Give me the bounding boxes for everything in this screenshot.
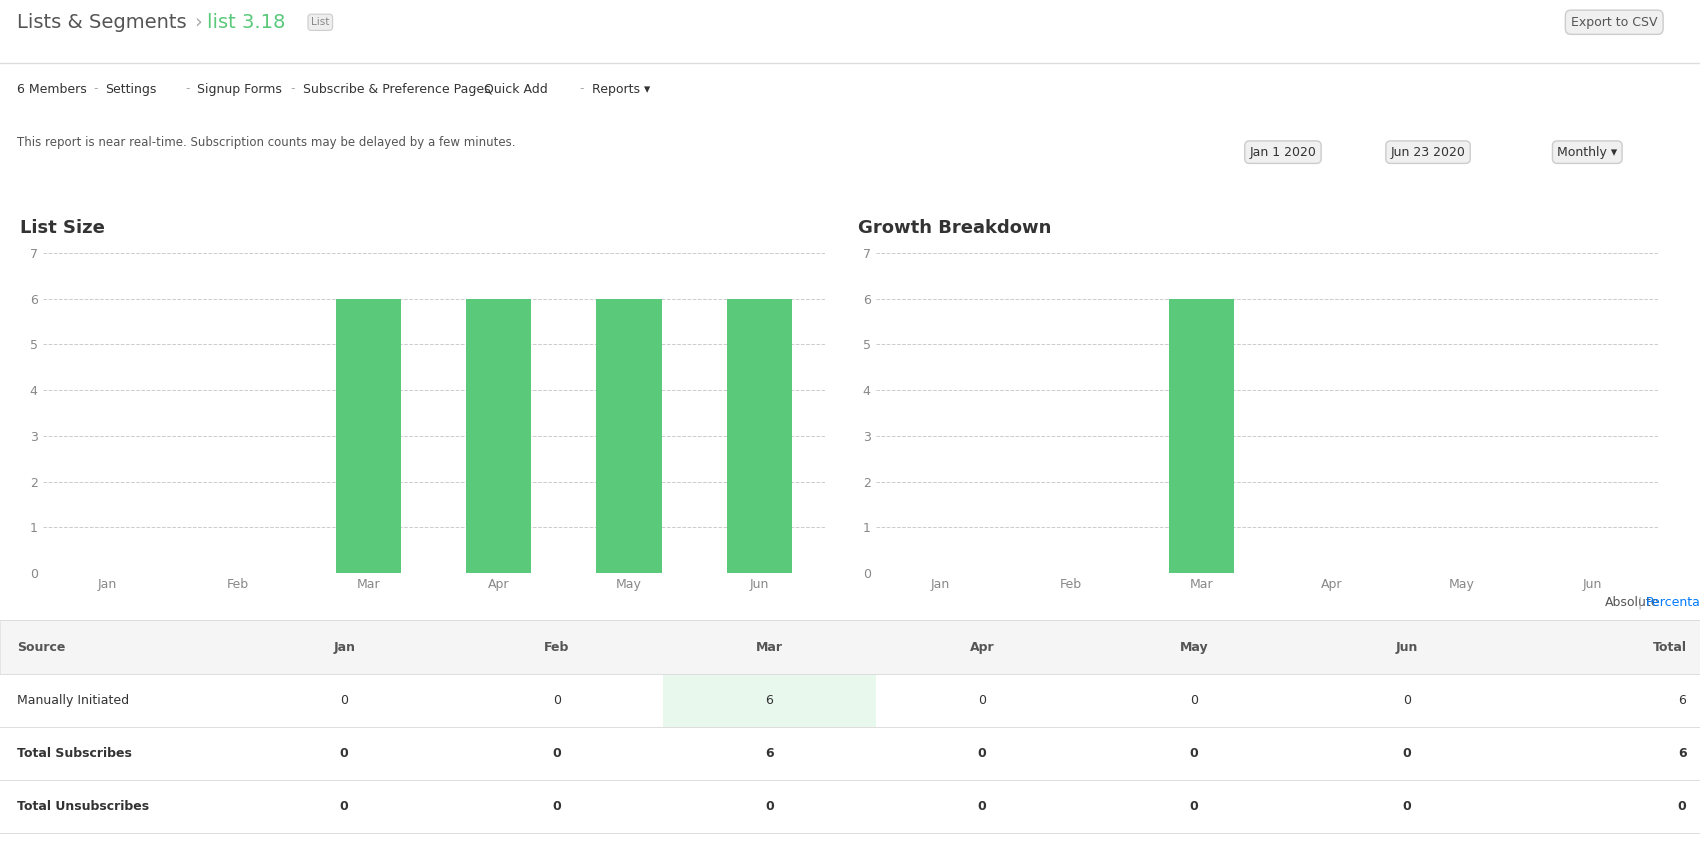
Text: This report is near real-time. Subscription counts may be delayed by a few minut: This report is near real-time. Subscript… xyxy=(17,137,515,149)
Text: List: List xyxy=(311,17,330,27)
Text: 0: 0 xyxy=(977,800,986,813)
Text: -: - xyxy=(185,83,190,95)
Bar xyxy=(0,620,1700,674)
Text: -: - xyxy=(291,83,296,95)
Text: 0: 0 xyxy=(1402,800,1411,813)
Text: Settings: Settings xyxy=(105,83,156,95)
Text: 0: 0 xyxy=(977,747,986,760)
Text: 0: 0 xyxy=(340,747,348,760)
Text: Growth Breakdown: Growth Breakdown xyxy=(858,218,1052,237)
Text: 0: 0 xyxy=(1190,694,1198,706)
Text: Total: Total xyxy=(1652,641,1686,653)
Text: Jan: Jan xyxy=(333,641,355,653)
Text: 6: 6 xyxy=(1678,694,1686,706)
Bar xyxy=(1170,298,1234,573)
Text: Quick Add: Quick Add xyxy=(484,83,547,95)
Text: Source: Source xyxy=(17,641,65,653)
Text: 0: 0 xyxy=(552,694,561,706)
Text: 0: 0 xyxy=(1190,800,1198,813)
Text: -: - xyxy=(94,83,99,95)
Bar xyxy=(0,674,1700,727)
Text: list 3.18: list 3.18 xyxy=(207,13,286,32)
Text: Jun: Jun xyxy=(1396,641,1418,653)
Text: Reports ▾: Reports ▾ xyxy=(592,83,649,95)
Text: Lists & Segments: Lists & Segments xyxy=(17,13,187,32)
Bar xyxy=(597,298,661,573)
Text: Jan 1 2020: Jan 1 2020 xyxy=(1250,146,1316,158)
Text: 6: 6 xyxy=(765,747,774,760)
Text: 0: 0 xyxy=(765,800,774,813)
Text: Monthly ▾: Monthly ▾ xyxy=(1557,146,1617,158)
Text: 6 Members: 6 Members xyxy=(17,83,87,95)
Text: 0: 0 xyxy=(552,747,561,760)
Text: Mar: Mar xyxy=(756,641,782,653)
Text: Feb: Feb xyxy=(544,641,570,653)
Bar xyxy=(663,674,876,727)
Text: 6: 6 xyxy=(765,694,774,706)
Text: Absolute: Absolute xyxy=(1605,597,1659,609)
Bar xyxy=(0,780,1700,833)
Text: 0: 0 xyxy=(340,800,348,813)
Text: 0: 0 xyxy=(1402,694,1411,706)
Text: 0: 0 xyxy=(1190,747,1198,760)
Text: 0: 0 xyxy=(1678,800,1686,813)
Text: List Size: List Size xyxy=(20,218,105,237)
Text: 0: 0 xyxy=(977,694,986,706)
Text: Subscribe & Preference Pages: Subscribe & Preference Pages xyxy=(303,83,490,95)
Text: -: - xyxy=(473,83,478,95)
Bar xyxy=(466,298,530,573)
Text: 0: 0 xyxy=(552,800,561,813)
Text: Jun 23 2020: Jun 23 2020 xyxy=(1391,146,1465,158)
Text: Total Unsubscribes: Total Unsubscribes xyxy=(17,800,150,813)
Text: Export to CSV: Export to CSV xyxy=(1571,16,1658,29)
Text: 0: 0 xyxy=(340,694,348,706)
Text: Signup Forms: Signup Forms xyxy=(197,83,282,95)
Text: ›: › xyxy=(194,13,202,32)
Text: May: May xyxy=(1180,641,1209,653)
Text: Percentage: Percentage xyxy=(1646,597,1700,609)
Text: -: - xyxy=(580,83,585,95)
Text: Total Subscribes: Total Subscribes xyxy=(17,747,133,760)
Text: Apr: Apr xyxy=(969,641,994,653)
Bar xyxy=(726,298,792,573)
Text: 0: 0 xyxy=(1402,747,1411,760)
Text: Manually Initiated: Manually Initiated xyxy=(17,694,129,706)
Bar xyxy=(335,298,401,573)
Text: 6: 6 xyxy=(1678,747,1686,760)
Text: |: | xyxy=(1637,597,1640,609)
Bar xyxy=(0,727,1700,780)
